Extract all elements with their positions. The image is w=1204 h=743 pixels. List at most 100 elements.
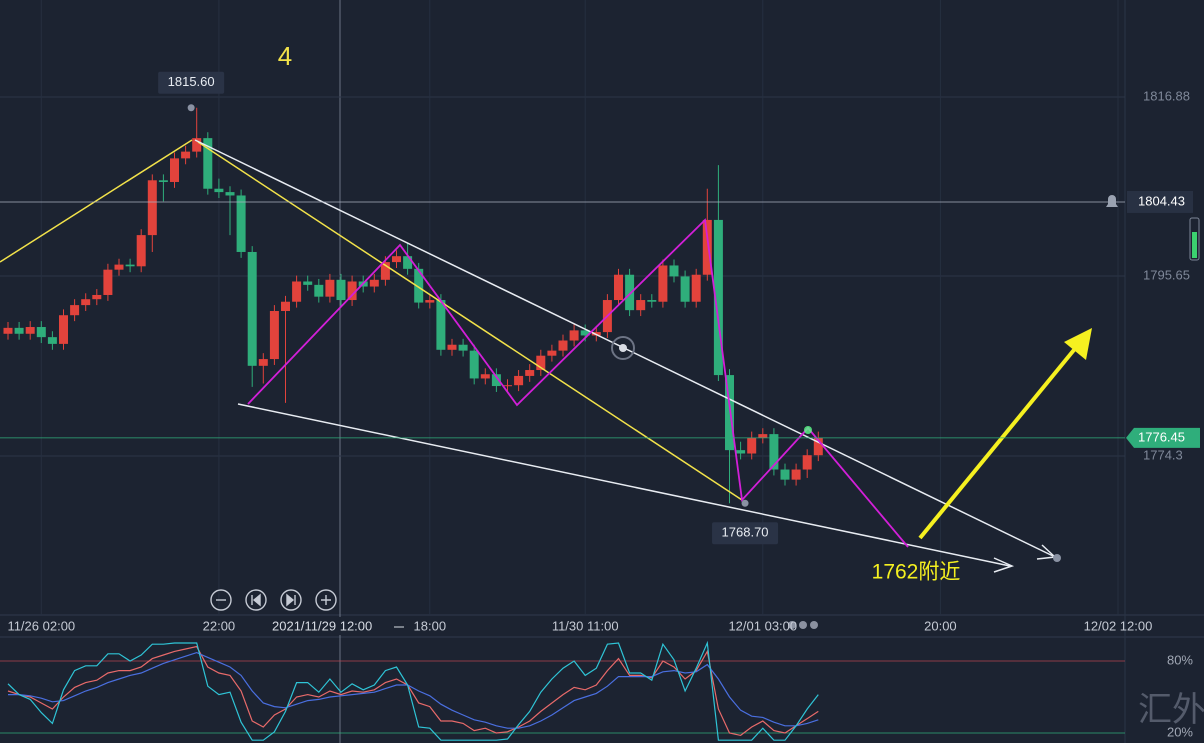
x-tick-label: 11/30 11:00: [552, 618, 619, 633]
meter-fill: [1192, 232, 1197, 258]
candle-body: [403, 256, 413, 269]
candle-body: [791, 469, 801, 480]
candle-body: [625, 274, 635, 311]
target-label: 1762附近: [872, 561, 961, 584]
candle-body: [225, 192, 235, 196]
candle-body: [725, 375, 734, 451]
candle-body: [380, 262, 390, 280]
candle-body: [491, 374, 501, 387]
candle-body: [414, 268, 424, 303]
candle-body: [236, 195, 246, 252]
candle-body: [114, 264, 124, 270]
candle-body: [569, 330, 579, 341]
candle-body: [314, 284, 324, 297]
candle-body: [480, 374, 490, 379]
last-price-label: 1776.45: [1138, 429, 1185, 444]
forecast-arrow: [918, 343, 1080, 540]
trend-line: [237, 403, 1011, 567]
candle-body: [103, 269, 113, 295]
anchor-marker: [611, 336, 635, 360]
candle-body: [458, 344, 468, 351]
x-tick-label: 12/02 12:00: [1084, 618, 1153, 633]
x-tick-label: 18:00: [414, 618, 447, 633]
candle-body: [192, 138, 202, 152]
icon: [286, 593, 296, 607]
watermark: 汇外网: [1138, 691, 1204, 729]
price-tag-label: 1768.70: [722, 525, 769, 540]
candle-body: [736, 450, 746, 454]
candle-body: [247, 251, 257, 366]
candle-body: [14, 327, 24, 334]
candle-body: [125, 264, 135, 267]
anchor-marker: [619, 344, 627, 352]
zoom-in-button[interactable]: [315, 589, 337, 611]
candle-body: [325, 279, 335, 297]
y-tick-label: 1816.88: [1143, 88, 1190, 103]
candle-body: [691, 274, 701, 302]
y-tick-label: 1795.65: [1143, 267, 1190, 282]
extreme-point: [741, 499, 749, 507]
arrow-head: [993, 557, 1015, 573]
candle-body: [336, 279, 346, 301]
wave-label: 4: [278, 41, 292, 71]
next-button[interactable]: [280, 589, 302, 611]
candle-body: [303, 281, 313, 285]
x-tick-label: 22:00: [203, 618, 236, 633]
x-tick-label: 20:00: [924, 618, 957, 633]
candle-body: [36, 327, 46, 338]
candle-body: [203, 138, 213, 189]
crosshair-time-box: [268, 617, 406, 635]
candle-body: [25, 327, 35, 334]
meter: [1189, 217, 1200, 261]
indicator-line: [7, 645, 819, 737]
dot: [788, 621, 796, 629]
alert-box: [1127, 190, 1193, 213]
candle-body: [558, 340, 568, 351]
candle-body: [47, 337, 57, 344]
scroll-dots[interactable]: [788, 621, 818, 629]
candle-body: [658, 265, 668, 302]
candle-body: [514, 375, 524, 386]
crosshair-time: 2021/11/29 12:00: [272, 618, 372, 633]
candle-body: [258, 359, 268, 366]
candle-body: [713, 219, 723, 376]
candle-body: [525, 370, 535, 376]
price-tag: [158, 71, 225, 94]
candles: [3, 107, 823, 504]
dot: [810, 621, 818, 629]
candle-body: [536, 355, 546, 371]
candle-body: [580, 330, 590, 336]
y-tick-label: 20%: [1167, 724, 1193, 739]
candle-body: [92, 294, 102, 300]
prev-button[interactable]: [245, 589, 267, 611]
live-point: [804, 426, 812, 434]
candle-body: [3, 327, 13, 334]
icon: [251, 593, 261, 607]
candle-body: [447, 344, 457, 350]
icon: [321, 595, 331, 605]
zoom-out-button[interactable]: [210, 589, 232, 611]
candle-body: [769, 434, 779, 470]
candle-body: [780, 469, 790, 480]
candle-body: [214, 188, 224, 193]
candle-body: [269, 310, 279, 360]
y-tick-label: 80%: [1167, 652, 1193, 667]
candle-body: [758, 434, 768, 438]
forecast-arrow-head: [1064, 328, 1092, 360]
trend-line: [0, 139, 193, 263]
candle-body: [747, 437, 757, 454]
candle-body: [369, 279, 379, 287]
candle-body: [392, 256, 401, 263]
candle-body: [292, 281, 302, 302]
dot: [799, 621, 807, 629]
extreme-point: [187, 104, 195, 112]
candle-body: [147, 180, 157, 236]
nav-buttons[interactable]: [210, 589, 337, 611]
candle-body: [702, 219, 712, 275]
price-tag-label: 1815.60: [168, 74, 215, 89]
candle-body: [436, 300, 446, 350]
candle-body: [669, 265, 679, 277]
candle-body: [81, 299, 91, 306]
